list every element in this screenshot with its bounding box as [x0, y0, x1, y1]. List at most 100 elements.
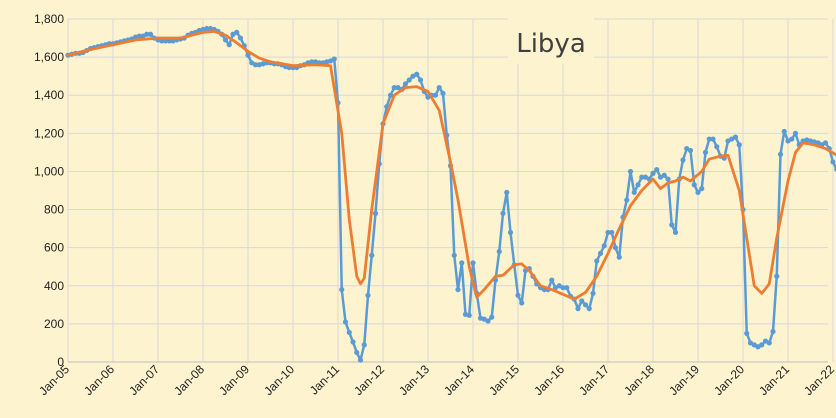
data-point	[144, 31, 150, 37]
data-point	[830, 159, 836, 165]
chart-title: Libya	[516, 29, 586, 59]
data-point	[789, 136, 795, 142]
data-point	[354, 349, 360, 356]
data-point	[507, 229, 514, 236]
data-point	[609, 229, 615, 236]
data-point	[582, 302, 589, 308]
data-point	[504, 189, 510, 196]
data-point	[575, 306, 581, 312]
data-point	[361, 342, 367, 348]
data-point	[770, 328, 776, 335]
data-point	[417, 77, 424, 83]
data-point	[436, 85, 442, 91]
data-point	[234, 29, 240, 35]
y-tick-label: 1,200	[34, 126, 64, 140]
data-point	[665, 176, 671, 182]
data-point	[357, 357, 364, 363]
data-point	[451, 252, 457, 258]
y-tick-label: 1,800	[34, 12, 64, 26]
data-point	[732, 134, 739, 140]
y-tick-label: 0	[57, 355, 64, 369]
data-point	[586, 306, 592, 312]
data-point	[706, 136, 712, 142]
data-point	[147, 31, 154, 37]
data-point	[710, 136, 716, 142]
data-point	[414, 71, 420, 77]
data-point	[159, 38, 165, 44]
y-tick-label: 1,400	[34, 88, 64, 102]
series-layer	[65, 25, 836, 363]
data-point	[496, 248, 502, 255]
data-point	[695, 189, 701, 196]
data-point	[792, 130, 799, 136]
series-line	[66, 29, 836, 301]
data-point	[391, 85, 397, 91]
data-point	[500, 210, 506, 216]
data-point	[515, 292, 521, 298]
data-point	[635, 182, 641, 188]
data-point	[777, 151, 784, 157]
data-point	[222, 37, 229, 43]
data-point	[519, 300, 525, 306]
y-tick-label: 1,600	[34, 50, 64, 64]
data-point	[680, 157, 686, 163]
y-tick-label: 600	[44, 241, 64, 255]
data-point	[691, 182, 697, 188]
data-point	[822, 140, 829, 146]
data-point	[601, 243, 607, 249]
data-point	[309, 59, 315, 65]
data-point	[440, 90, 446, 96]
data-point	[470, 260, 476, 266]
data-point	[759, 342, 765, 348]
data-point	[672, 229, 679, 236]
data-point	[369, 252, 375, 258]
data-point	[736, 142, 742, 148]
data-point	[466, 312, 472, 318]
data-point	[339, 286, 345, 293]
data-point	[594, 258, 600, 264]
title-box	[508, 18, 594, 64]
data-point	[226, 42, 232, 48]
data-point	[597, 250, 604, 256]
y-tick-label: 200	[44, 317, 64, 331]
data-point	[432, 92, 439, 98]
data-point	[252, 62, 259, 68]
data-point	[331, 56, 337, 62]
data-point	[627, 168, 634, 175]
data-point	[631, 189, 637, 196]
data-point	[564, 285, 570, 291]
data-point	[350, 339, 356, 345]
data-point	[560, 285, 566, 291]
data-point	[166, 38, 172, 44]
data-point	[654, 166, 660, 173]
y-tick-label: 800	[44, 203, 64, 217]
data-point	[162, 38, 169, 44]
y-tick-label: 1,000	[34, 164, 64, 178]
data-point	[687, 147, 694, 154]
data-point	[372, 210, 379, 216]
data-point	[612, 245, 619, 251]
data-point	[136, 33, 142, 39]
data-point	[365, 292, 371, 298]
data-point	[204, 25, 210, 32]
data-point	[590, 290, 596, 296]
data-point	[237, 35, 244, 41]
data-point	[485, 318, 491, 324]
data-point	[616, 254, 622, 260]
data-point	[714, 144, 720, 150]
data-point	[702, 149, 709, 155]
data-point	[549, 277, 555, 283]
data-point	[766, 340, 772, 346]
data-point	[489, 314, 495, 320]
data-point	[699, 185, 705, 192]
data-point	[744, 330, 750, 337]
data-point	[455, 286, 461, 293]
data-point	[342, 319, 349, 325]
data-point	[387, 92, 394, 98]
data-point	[346, 329, 352, 336]
data-point	[781, 128, 787, 135]
data-point	[605, 229, 611, 236]
data-point	[245, 52, 251, 58]
